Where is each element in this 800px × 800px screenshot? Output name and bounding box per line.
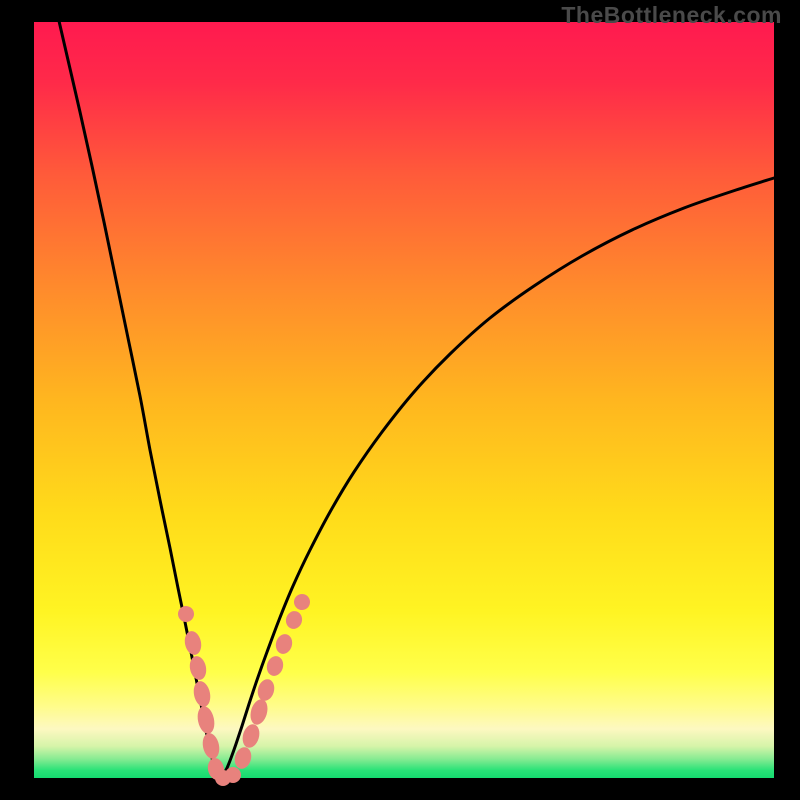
- data-dot: [284, 609, 304, 631]
- data-dot: [255, 677, 276, 703]
- data-dot: [232, 745, 253, 771]
- data-dot: [183, 630, 204, 657]
- data-dot: [177, 605, 196, 624]
- data-dot: [240, 722, 262, 749]
- data-dot: [195, 705, 216, 736]
- data-dot: [188, 655, 209, 682]
- data-dot: [265, 654, 286, 678]
- data-dot: [274, 632, 295, 656]
- dots-layer: [0, 0, 800, 800]
- data-dot: [200, 732, 221, 761]
- chart-stage: TheBottleneck.com: [0, 0, 800, 800]
- data-dots: [177, 592, 312, 786]
- data-dot: [292, 592, 312, 612]
- data-dot: [225, 767, 241, 783]
- data-dot: [191, 680, 212, 709]
- data-dot: [248, 697, 271, 726]
- watermark-text: TheBottleneck.com: [561, 2, 782, 29]
